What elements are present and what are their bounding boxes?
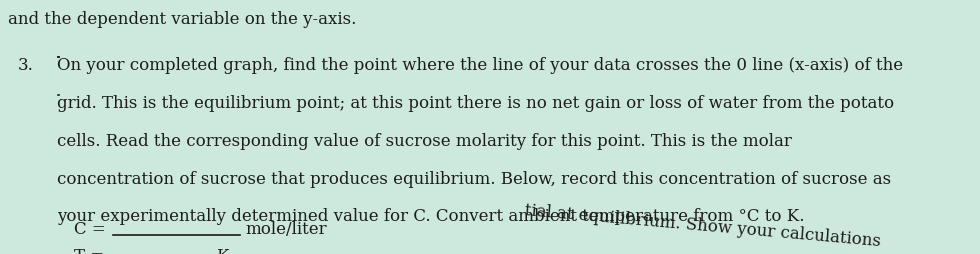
Text: concentration of sucrose that produces equilibrium. Below, record this concentra: concentration of sucrose that produces e… [57, 170, 891, 187]
Text: 3.: 3. [18, 57, 33, 74]
Text: mole/liter: mole/liter [245, 220, 326, 237]
Text: cells. Read the corresponding value of sucrose molarity for this point. This is : cells. Read the corresponding value of s… [57, 132, 792, 149]
Text: On your completed graph, find the point where the line of your data crosses the : On your completed graph, find the point … [57, 57, 903, 74]
Text: K: K [216, 247, 228, 254]
Text: tial at equilibrium. Show your calculations: tial at equilibrium. Show your calculati… [524, 201, 882, 249]
Text: grid. This is the equilibrium point; at this point there is no net gain or loss : grid. This is the equilibrium point; at … [57, 95, 894, 112]
Text: and the dependent variable on the y-axis.: and the dependent variable on the y-axis… [8, 11, 356, 28]
Text: C =: C = [74, 220, 105, 237]
Text: your experimentally determined value for C. Convert ambient temperature from °C : your experimentally determined value for… [57, 208, 805, 225]
Text: T =: T = [74, 247, 104, 254]
